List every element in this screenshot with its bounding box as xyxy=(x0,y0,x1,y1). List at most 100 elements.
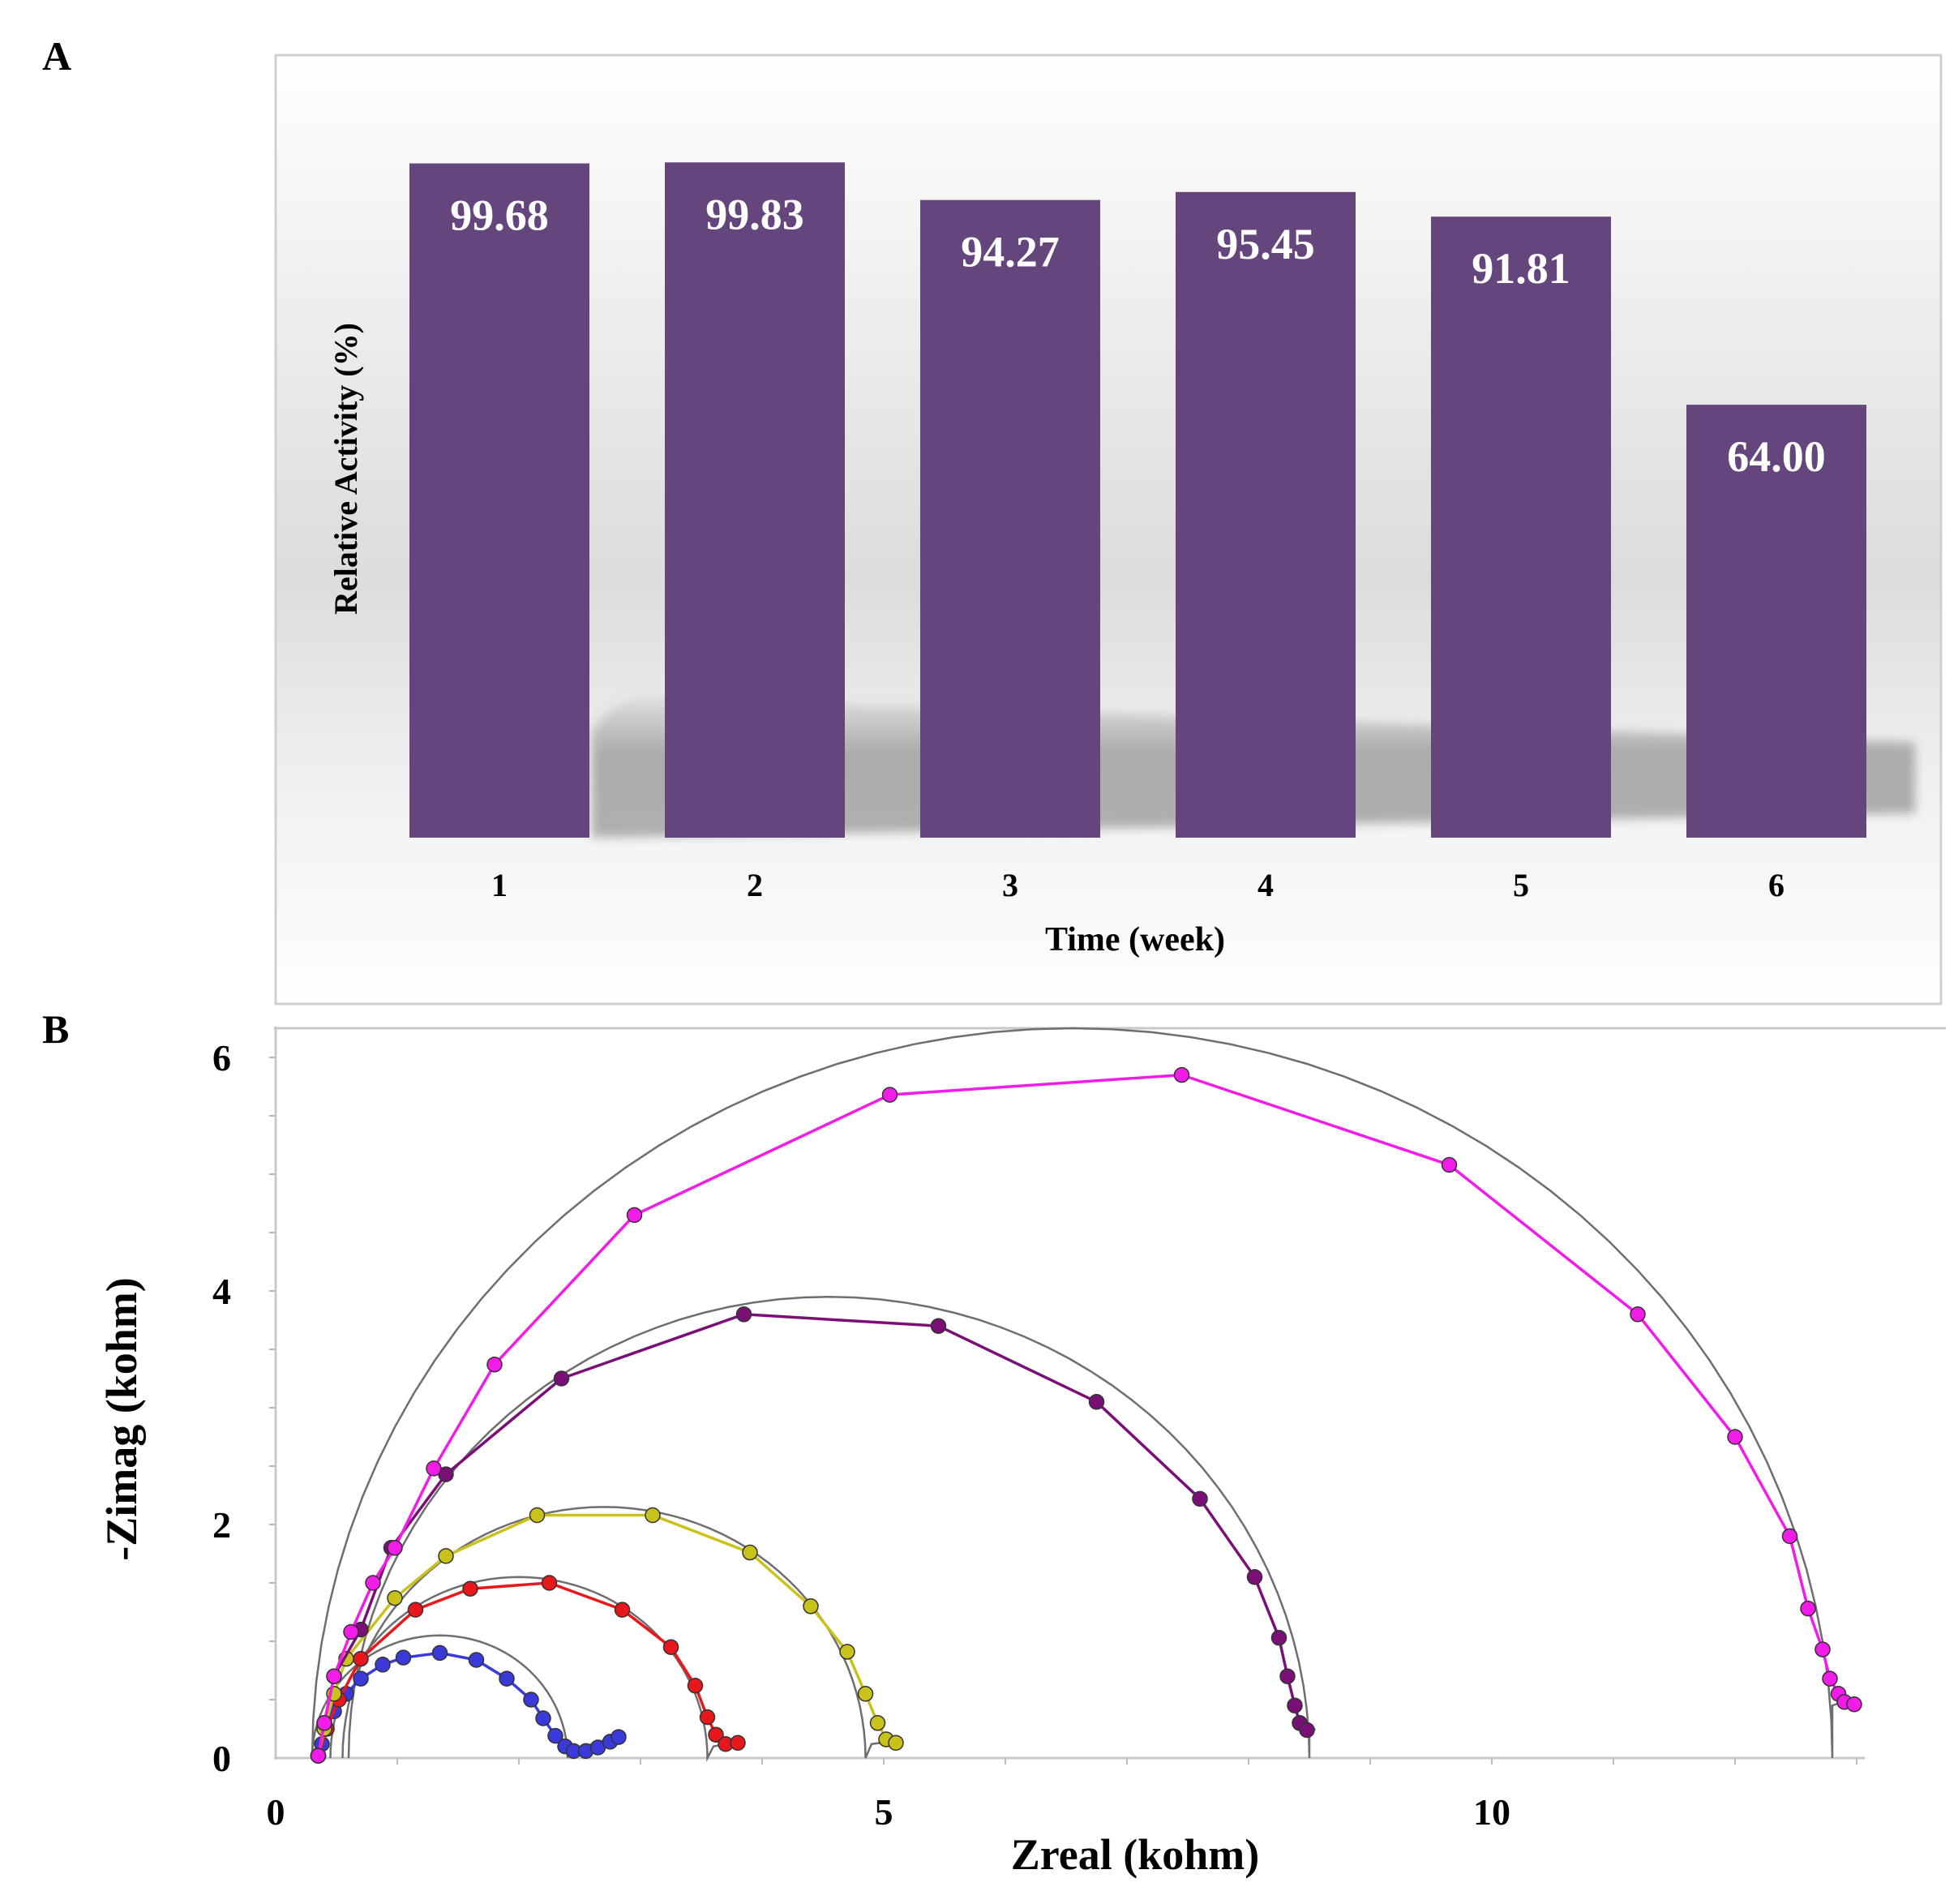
data-point xyxy=(383,1540,400,1556)
y-axis-title-b: -Zimag (kohm) xyxy=(97,1277,146,1561)
data-point xyxy=(547,1727,563,1744)
data-point xyxy=(1292,1715,1308,1731)
data-point xyxy=(565,1743,582,1760)
data-point xyxy=(730,1735,746,1752)
data-point xyxy=(742,1544,758,1561)
data-point xyxy=(735,1306,752,1323)
data-point xyxy=(338,1650,354,1667)
data-point xyxy=(930,1318,947,1334)
data-point xyxy=(314,1735,330,1752)
panel-label-b: B xyxy=(42,1006,70,1052)
data-point xyxy=(353,1650,369,1667)
data-point xyxy=(1846,1696,1862,1713)
data-point xyxy=(1088,1394,1105,1410)
data-point xyxy=(319,1721,335,1737)
x-axis-title: Time (week) xyxy=(1045,921,1225,958)
data-point xyxy=(553,1370,570,1387)
bar-week-3 xyxy=(920,199,1100,838)
data-point xyxy=(338,1686,354,1702)
fit-curve xyxy=(311,1027,1843,1759)
bar-week-1 xyxy=(409,163,589,838)
data-point xyxy=(310,1747,327,1764)
data-point xyxy=(888,1735,904,1752)
data-point xyxy=(310,1747,327,1764)
x-tick-label: 3 xyxy=(1002,867,1018,903)
data-point xyxy=(1173,1066,1190,1083)
data-point xyxy=(316,1715,332,1731)
data-point xyxy=(1270,1629,1287,1646)
data-point xyxy=(387,1540,403,1556)
bar-week-6 xyxy=(1686,405,1866,838)
data-point xyxy=(589,1739,606,1756)
x-tick-label: 5 xyxy=(875,1791,893,1833)
fit-curve xyxy=(347,1295,1317,1759)
panel-label-a: A xyxy=(42,33,72,79)
data-point xyxy=(1836,1694,1853,1710)
fit-curve xyxy=(341,1506,890,1759)
data-point xyxy=(535,1710,551,1726)
data-point xyxy=(326,1668,342,1684)
data-point xyxy=(1822,1670,1838,1687)
data-point xyxy=(839,1644,855,1660)
data-point xyxy=(353,1670,369,1687)
fit-curve xyxy=(311,1634,617,1759)
x-tick-label: 2 xyxy=(747,867,763,903)
bar-value-label: 64.00 xyxy=(1727,432,1826,481)
data-point xyxy=(1814,1641,1831,1657)
data-point xyxy=(316,1715,332,1731)
data-point xyxy=(468,1652,485,1668)
bar-week-4 xyxy=(1176,191,1356,838)
data-point xyxy=(438,1548,454,1564)
data-point xyxy=(699,1709,716,1726)
data-point xyxy=(541,1575,558,1591)
data-point xyxy=(343,1623,359,1640)
data-point xyxy=(1246,1569,1263,1585)
data-point xyxy=(614,1602,631,1618)
series-line xyxy=(316,1651,619,1756)
data-point xyxy=(529,1507,546,1524)
x-tick-label: 6 xyxy=(1768,867,1784,903)
data-point xyxy=(387,1589,403,1606)
y-tick-label: 2 xyxy=(212,1504,231,1546)
y-axis-title: Relative Activity (%) xyxy=(328,323,364,615)
data-point xyxy=(353,1621,369,1638)
data-point xyxy=(577,1743,594,1760)
y-tick-label: 6 xyxy=(212,1037,231,1079)
data-point xyxy=(375,1657,391,1673)
series-line xyxy=(316,1073,1855,1756)
data-point xyxy=(499,1670,515,1687)
data-point xyxy=(326,1703,342,1720)
x-tick-label: 10 xyxy=(1473,1791,1510,1833)
x-tick-label: 5 xyxy=(1513,867,1529,903)
data-point xyxy=(1830,1686,1847,1702)
data-point xyxy=(310,1747,327,1764)
series-line xyxy=(316,1513,897,1756)
bar-week-2 xyxy=(665,162,845,838)
data-point xyxy=(1287,1697,1303,1713)
data-point xyxy=(326,1668,342,1684)
bar-value-label: 99.83 xyxy=(705,190,804,238)
data-point xyxy=(602,1734,619,1750)
data-point xyxy=(395,1649,412,1666)
bar-value-label: 91.81 xyxy=(1472,244,1570,293)
data-point xyxy=(645,1507,661,1524)
data-point xyxy=(438,1466,454,1482)
data-point xyxy=(687,1677,704,1694)
data-point xyxy=(407,1602,424,1618)
data-point xyxy=(1441,1156,1458,1173)
data-point xyxy=(869,1715,886,1731)
data-point xyxy=(1630,1306,1646,1323)
series-line xyxy=(316,1313,1309,1756)
data-point xyxy=(431,1645,448,1662)
data-point xyxy=(1192,1490,1208,1507)
data-point xyxy=(486,1356,503,1373)
data-point xyxy=(1279,1668,1296,1684)
data-point xyxy=(462,1580,478,1597)
y-tick-label: 0 xyxy=(212,1738,231,1779)
data-point xyxy=(310,1747,327,1764)
data-point xyxy=(1800,1600,1816,1617)
x-axis-title-b: Zreal (kohm) xyxy=(1011,1830,1260,1879)
data-point xyxy=(878,1731,894,1747)
x-tick-label: 1 xyxy=(491,867,508,903)
series-line xyxy=(316,1581,739,1756)
